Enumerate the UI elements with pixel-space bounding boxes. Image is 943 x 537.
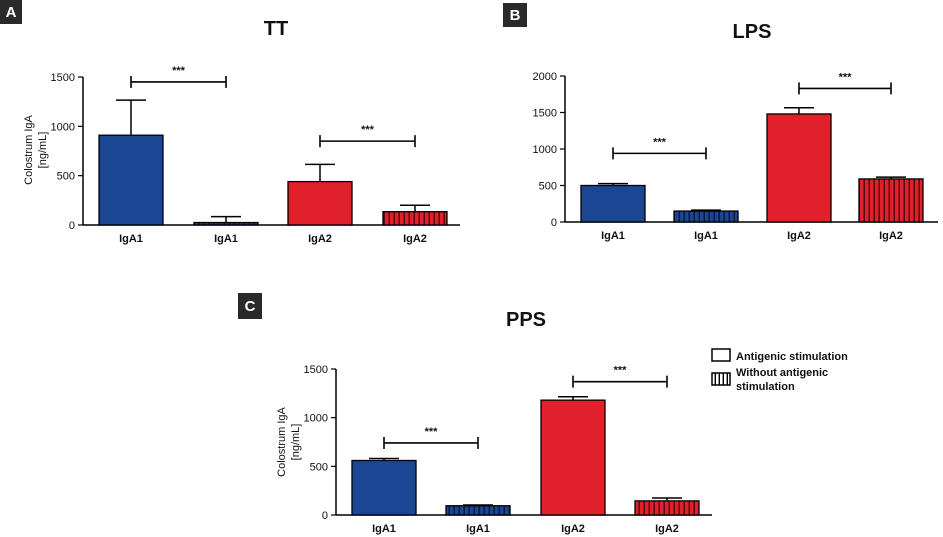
x-tick-label: IgA2 xyxy=(655,523,679,535)
x-tick-label: IgA1 xyxy=(214,233,238,245)
chart-panel-tt: TT Colostrum IgA [ng/mL] 0 500 1000 1500 IgA… xyxy=(23,18,460,245)
bar-iga1-without-stimulation xyxy=(445,505,511,516)
y-tick-label: 0 xyxy=(69,220,75,232)
panel-label-b: B xyxy=(503,3,527,27)
y-tick-label: 1000 xyxy=(304,413,328,425)
chart-title: LPS xyxy=(733,21,772,43)
y-tick-label: 1000 xyxy=(533,144,557,156)
x-tick-label: IgA2 xyxy=(308,233,332,245)
svg-text:C: C xyxy=(245,298,256,315)
bar-iga1-without-stimulation xyxy=(193,221,259,226)
bar-iga1-antigenic-stimulation xyxy=(351,459,417,516)
chart-panel-pps: PPS Colostrum IgA [ng/mL] 0 500 1000 1500 Ig… xyxy=(276,309,712,535)
y-axis-label: Colostrum IgA xyxy=(276,406,288,476)
legend-swatch-striped xyxy=(711,372,731,386)
bar-iga2-antigenic-stimulation xyxy=(766,113,832,223)
panel-label-a: A xyxy=(0,0,22,24)
y-tick-label: 500 xyxy=(57,171,75,183)
bar-iga2-antigenic-stimulation xyxy=(540,399,606,516)
y-tick-label: 1500 xyxy=(533,108,557,120)
bar-iga2-without-stimulation xyxy=(858,178,924,223)
y-axis-label-unit: [ng/mL] xyxy=(290,424,302,461)
y-tick-label: 500 xyxy=(539,181,557,193)
x-tick-label: IgA2 xyxy=(787,230,811,242)
y-tick-label: 1500 xyxy=(51,72,75,84)
svg-text:A: A xyxy=(6,4,17,21)
legend: Antigenic stimulation Without antigenic … xyxy=(711,348,848,393)
y-tick-label: 500 xyxy=(310,461,328,473)
y-axis-label-unit: [ng/mL] xyxy=(37,132,49,169)
y-tick-label: 0 xyxy=(322,510,328,522)
bar-iga1-antigenic-stimulation xyxy=(580,184,646,223)
bar-iga2-antigenic-stimulation xyxy=(287,180,353,226)
panel-label-c: C xyxy=(238,293,262,319)
chart-title: PPS xyxy=(506,309,546,331)
x-tick-label: IgA2 xyxy=(561,523,585,535)
chart-panel-lps: LPS 0 500 1000 1500 2000 IgA1 IgA1 IgA2 IgA2 *** *… xyxy=(533,21,938,242)
svg-text:B: B xyxy=(510,7,521,24)
legend-swatch-solid xyxy=(711,348,731,362)
significance-label: *** xyxy=(839,71,853,83)
significance-label: *** xyxy=(361,124,375,136)
bar-iga2-without-stimulation xyxy=(382,211,448,226)
y-axis-label: Colostrum IgA xyxy=(23,114,35,184)
x-tick-label: IgA1 xyxy=(119,233,143,245)
x-tick-label: IgA1 xyxy=(601,230,625,242)
significance-label: *** xyxy=(614,365,628,377)
legend-label-without-line2: stimulation xyxy=(736,381,795,393)
y-tick-label: 2000 xyxy=(533,71,557,83)
significance-label: *** xyxy=(172,65,186,77)
x-tick-label: IgA2 xyxy=(879,230,903,242)
legend-label-antigenic: Antigenic stimulation xyxy=(736,351,848,363)
chart-title: TT xyxy=(264,18,288,40)
y-tick-label: 1000 xyxy=(51,121,75,133)
significance-label: *** xyxy=(425,426,439,438)
x-tick-label: IgA1 xyxy=(372,523,396,535)
bar-iga1-without-stimulation xyxy=(673,210,739,223)
bar-iga1-antigenic-stimulation xyxy=(98,134,164,226)
bar-iga2-without-stimulation xyxy=(634,500,700,516)
x-tick-label: IgA1 xyxy=(694,230,718,242)
significance-label: *** xyxy=(653,136,667,148)
x-tick-label: IgA1 xyxy=(466,523,490,535)
x-tick-label: IgA2 xyxy=(403,233,427,245)
y-tick-label: 0 xyxy=(551,217,557,229)
legend-label-without-line1: Without antigenic xyxy=(736,367,828,379)
y-tick-label: 1500 xyxy=(304,364,328,376)
